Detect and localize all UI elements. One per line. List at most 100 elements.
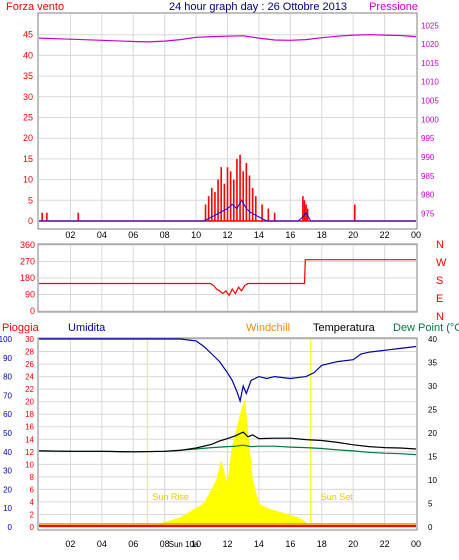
panel-1-x-tick: 20 (348, 230, 358, 240)
wind-direction-line (39, 259, 416, 297)
rain-axis-tick: 22 (25, 385, 34, 394)
rain-axis-tick: 14 (25, 435, 34, 444)
windchill-legend: Windchill (246, 322, 290, 334)
panel-1-x-tick: 14 (254, 230, 264, 240)
humidity-axis-tick: 80 (3, 373, 12, 382)
pressure-axis-tick: 980 (421, 191, 435, 200)
rain-axis-tick: 28 (25, 348, 34, 357)
wind-average-line (39, 199, 416, 222)
pressure-axis-tick: 990 (421, 153, 435, 162)
rain-axis-tick: 12 (25, 448, 34, 457)
temperature-axis-tick: 30 (428, 382, 437, 391)
rain-axis-tick: 24 (25, 373, 34, 382)
wind-axis-tick: 10 (23, 175, 33, 185)
compass-label: N (436, 239, 444, 251)
panel-1-frame (37, 12, 418, 230)
temperature-axis-tick: 5 (428, 500, 433, 509)
panel-3-x-tick: 08 (160, 539, 170, 549)
direction-axis-tick: 90 (25, 290, 35, 300)
rain-axis-tick: 4 (30, 498, 35, 507)
pressure-axis-tick: 1020 (421, 40, 439, 49)
sun-x-label: Sun 10a (169, 540, 199, 549)
wind-axis-tick: 30 (23, 92, 33, 102)
pressure-axis-tick: 1010 (421, 78, 439, 87)
humidity-axis-tick: 50 (3, 429, 12, 438)
direction-axis-tick: 0 (30, 306, 35, 316)
panel-3-x-tick: 00 (411, 539, 421, 549)
panel-3-x-tick: 22 (380, 539, 390, 549)
panel-3-x-tick: 12 (222, 539, 232, 549)
rain-axis-tick: 2 (30, 510, 35, 519)
humidity-axis-tick: 30 (3, 467, 12, 476)
wind-axis-tick: 25 (23, 113, 33, 123)
dewpoint-legend: Dew Point (°C (393, 322, 459, 334)
temperature-axis-tick: 10 (428, 476, 437, 485)
rain-axis-tick: 26 (25, 360, 34, 369)
pressure-axis-tick: 1025 (421, 21, 439, 30)
humidity-axis-tick: 70 (3, 391, 12, 400)
panel-3-x-tick: 02 (65, 539, 75, 549)
panel-3-x-tick: 06 (128, 539, 138, 549)
humidity-axis-tick: 0 (8, 523, 13, 532)
rain-axis-tick: 30 (25, 335, 34, 344)
panel-1-x-tick: 00 (411, 230, 421, 240)
panel-1-x-tick: 22 (380, 230, 390, 240)
compass-label: N (436, 311, 444, 323)
pressure-axis-tick: 995 (421, 134, 435, 143)
panel-3-x-tick: 20 (348, 539, 358, 549)
humidity-line (39, 338, 417, 404)
humidity-axis-tick: 100 (0, 335, 13, 344)
panel-2-frame (37, 243, 418, 313)
panel-3-x-tick: 10 (191, 539, 201, 549)
humidity-axis-tick: 90 (3, 354, 12, 363)
wind-axis-tick: 35 (23, 71, 33, 81)
rain-axis-tick: 20 (25, 398, 34, 407)
temperature-axis-tick: 20 (428, 429, 437, 438)
sun-set-label: Sun Set (321, 492, 354, 502)
compass-label: E (436, 293, 443, 305)
panel-3-x-tick: 14 (254, 539, 264, 549)
pressure-axis-tick: 1015 (421, 59, 439, 68)
rain-axis-tick: 18 (25, 410, 34, 419)
humidity-axis-tick: 10 (3, 504, 12, 513)
humidity-axis-tick: 20 (3, 485, 12, 494)
humidity-axis-tick: 40 (3, 448, 12, 457)
panel-3-x-tick: 16 (285, 539, 295, 549)
rain-axis-tick: 16 (25, 423, 34, 432)
compass-label: W (436, 257, 447, 269)
compass-label: S (436, 275, 443, 287)
pressure-axis-tick: 1000 (421, 115, 439, 124)
panel-1-x-tick: 04 (97, 230, 107, 240)
rain-axis-tick: 0 (30, 523, 35, 532)
panel-1-x-tick: 10 (191, 230, 201, 240)
temperature-axis-tick: 25 (428, 406, 437, 415)
rain-axis-title: Pioggia (2, 322, 40, 334)
panel-1-x-tick: 12 (222, 230, 232, 240)
temperature-axis-tick: 0 (428, 523, 433, 532)
panel-3-x-tick: 18 (317, 539, 327, 549)
wind-axis-tick: 45 (23, 30, 33, 40)
direction-axis-tick: 270 (20, 257, 35, 267)
panel-3-frame (37, 337, 418, 531)
direction-axis-tick: 180 (20, 273, 35, 283)
rain-axis-tick: 8 (30, 473, 35, 482)
wind-axis-tick: 40 (23, 50, 33, 60)
wind-axis-title: Forza vento (6, 1, 64, 13)
humidity-axis-title: Umidita (68, 322, 106, 334)
sun-rise-label: Sun Rise (152, 492, 189, 502)
pressure-axis-title: Pressione (369, 1, 418, 13)
rain-axis-tick: 10 (25, 460, 34, 469)
pressure-axis-tick: 975 (421, 209, 435, 218)
temperature-legend: Temperatura (313, 322, 376, 334)
panel-3-x-tick: 04 (97, 539, 107, 549)
panel-1-x-tick: 02 (65, 230, 75, 240)
wind-axis-tick: 0 (28, 216, 33, 226)
pressure-line (38, 34, 417, 43)
rain-axis-tick: 6 (30, 485, 35, 494)
wind-axis-tick: 5 (28, 195, 33, 205)
temperature-axis-tick: 15 (428, 453, 437, 462)
humidity-axis-tick: 60 (3, 410, 12, 419)
chart-title: 24 hour graph day : 26 Ottobre 2013 (169, 1, 347, 13)
